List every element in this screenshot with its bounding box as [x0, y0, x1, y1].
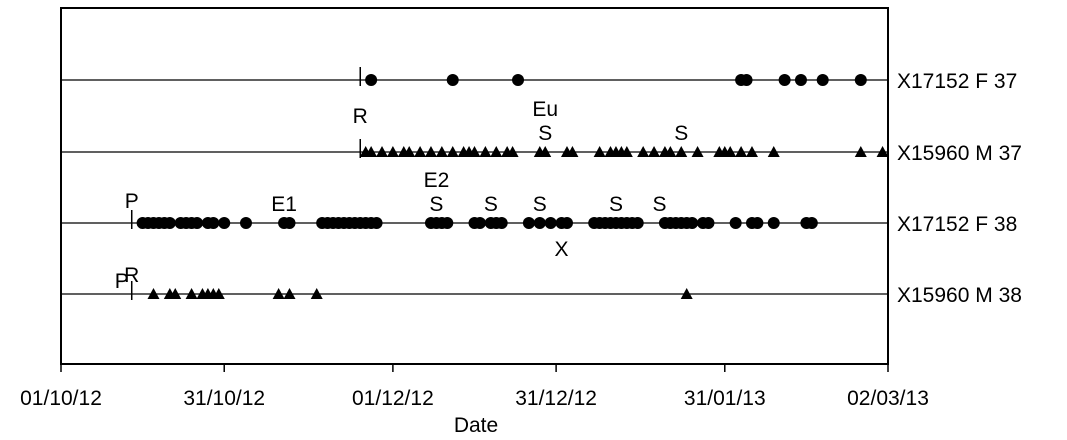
annotation-label: S [609, 193, 623, 216]
data-point [446, 74, 459, 86]
row-label: X15960 M 38 [897, 284, 1022, 307]
data-point [816, 74, 829, 86]
data-point [854, 74, 867, 86]
annotation-label: Eu [532, 98, 558, 121]
data-point [212, 288, 225, 299]
x-tick-label: 31/01/13 [684, 387, 766, 410]
data-point [544, 217, 557, 229]
data-point [767, 217, 780, 229]
event-label: P [115, 270, 129, 293]
x-tick-label: 01/12/12 [352, 387, 434, 410]
data-point [272, 288, 285, 299]
data-point [691, 146, 704, 157]
data-point [680, 288, 693, 299]
data-point [560, 217, 573, 229]
data-point [740, 74, 753, 86]
row-lines [61, 79, 888, 295]
data-point [767, 146, 780, 157]
data-point [566, 146, 579, 157]
x-tick-label: 31/10/12 [183, 387, 265, 410]
data-point [424, 146, 437, 157]
event-label: R [353, 105, 368, 128]
data-point [441, 217, 454, 229]
data-point [185, 288, 198, 299]
data-point [593, 146, 606, 157]
row-labels: X17152 F 37 X15960 M 37 X17152 F 38 X15960 … [897, 70, 1022, 307]
data-point [495, 217, 508, 229]
data-point [702, 217, 715, 229]
data-point [446, 146, 459, 157]
data-point [637, 146, 650, 157]
data-point [283, 217, 296, 229]
event-markers: RPP [115, 67, 368, 300]
data-point [539, 146, 552, 157]
event-label: P [125, 190, 139, 213]
data-point [794, 74, 807, 86]
data-point [207, 217, 220, 229]
annotation-label: E1 [271, 193, 297, 216]
data-points [136, 74, 889, 299]
data-point [512, 74, 525, 86]
data-point [283, 288, 296, 299]
data-point [365, 146, 378, 157]
data-point [365, 74, 378, 86]
data-point [473, 217, 486, 229]
data-point [163, 217, 176, 229]
annotation-label: E2 [424, 169, 450, 192]
data-point [479, 146, 492, 157]
annotation-label: S [484, 193, 498, 216]
data-point [147, 288, 160, 299]
annotation-label: S [652, 193, 666, 216]
annotation-label: S [429, 193, 443, 216]
data-point [414, 146, 427, 157]
data-point [310, 288, 323, 299]
data-point [805, 217, 818, 229]
row-label: X17152 F 37 [897, 70, 1017, 93]
data-point [854, 146, 867, 157]
annotation-label: S [538, 122, 552, 145]
data-point [620, 146, 633, 157]
row-label: X17152 F 38 [897, 213, 1017, 236]
data-point [386, 146, 399, 157]
data-point [506, 146, 519, 157]
data-point [664, 146, 677, 157]
plot-frame [60, 7, 889, 365]
data-point [239, 217, 252, 229]
data-point [533, 217, 546, 229]
annotation-label: R [124, 264, 139, 287]
x-axis: 01/10/12 31/10/12 01/12/12 31/12/12 31/01/13… [20, 364, 929, 410]
data-point [648, 146, 661, 157]
data-point [686, 217, 699, 229]
data-point [745, 146, 758, 157]
data-point [403, 146, 416, 157]
data-point [169, 288, 182, 299]
data-point [735, 146, 748, 157]
data-point [631, 217, 644, 229]
annotation-label: S [674, 122, 688, 145]
data-point [376, 146, 389, 157]
data-point [468, 146, 481, 157]
data-point [522, 217, 535, 229]
data-point [370, 217, 383, 229]
data-point [729, 217, 742, 229]
data-point [218, 217, 231, 229]
data-point [778, 74, 791, 86]
annotation-label: S [533, 193, 547, 216]
data-point [191, 217, 204, 229]
data-point [724, 146, 737, 157]
data-point [435, 146, 448, 157]
data-point [876, 146, 889, 157]
x-tick-label: 02/03/13 [847, 387, 929, 410]
x-tick-label: 01/10/12 [20, 387, 102, 410]
data-point [490, 146, 503, 157]
x-tick-label: 31/12/12 [515, 387, 597, 410]
annotation-label: X [555, 238, 569, 261]
x-axis-title: Date [454, 414, 498, 437]
data-point [675, 146, 688, 157]
row-label: X15960 M 37 [897, 142, 1022, 165]
data-point [751, 217, 764, 229]
